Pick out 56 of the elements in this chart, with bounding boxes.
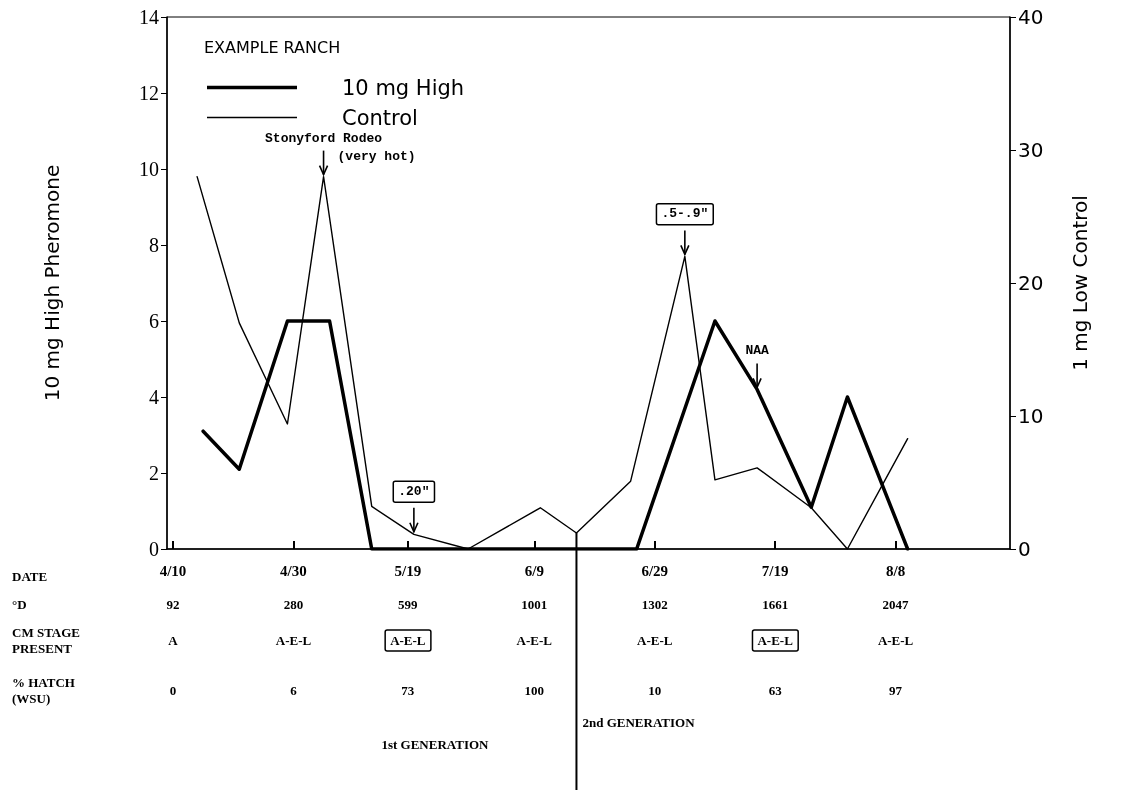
text: 97	[889, 682, 903, 698]
text: 1302	[641, 596, 668, 612]
ref-line-label: 2nd GENERATION	[582, 715, 696, 730]
text: 100	[524, 682, 545, 698]
x-tick-label: 6/9	[524, 562, 544, 579]
y-tick-label: 12	[139, 82, 159, 104]
x-tick-label: 7/19	[761, 562, 789, 579]
legend-label: 10 mg High	[342, 75, 465, 100]
text: 0	[169, 682, 177, 698]
y-tick-label: 6	[149, 310, 159, 332]
text: A-E-L	[637, 632, 673, 648]
annotation: NAA	[745, 343, 769, 359]
text: 6	[290, 682, 298, 698]
y-tick-label: 10	[139, 158, 159, 180]
y-tick-label: 14	[139, 6, 159, 28]
y2-tick-label: 0	[1018, 537, 1031, 561]
y2-tick-label: 10	[1018, 404, 1044, 428]
x-tick-label: 8/8	[886, 562, 906, 579]
annotation: Stonyford Rodeo (very hot)	[265, 131, 416, 165]
text: A-E-L	[390, 632, 426, 648]
text: 1661	[762, 596, 789, 612]
y-tick-label: 0	[149, 538, 159, 560]
y2-axis-title: 1 mg Low Control	[1068, 195, 1092, 371]
y-tick-label: 8	[149, 234, 159, 256]
y-tick-label: 2	[149, 462, 159, 484]
text: 92	[166, 596, 180, 612]
text: 73	[401, 682, 415, 698]
text: 599	[398, 596, 419, 612]
text: 63	[768, 682, 783, 698]
text: % HATCH (WSU)	[12, 674, 75, 706]
x-tick-label: 4/30	[280, 562, 307, 579]
y2-tick-label: 30	[1018, 138, 1044, 162]
x-tick-label: 5/19	[394, 562, 422, 579]
text: A-E-L	[757, 632, 794, 648]
legend-label: Control	[342, 105, 418, 130]
x-tick-label: 6/29	[641, 562, 669, 579]
text: 2047	[882, 596, 910, 612]
y2-tick-label: 40	[1018, 5, 1044, 29]
text: 280	[283, 596, 304, 612]
y-axis-title: 10 mg High Pheromone	[40, 164, 64, 402]
y2-tick-label: 20	[1018, 271, 1044, 295]
text: DATE	[12, 568, 48, 584]
text: A	[168, 632, 179, 648]
text: A-E-L	[516, 632, 553, 648]
text: 1st GENERATION	[381, 736, 490, 752]
x-tick-label: 4/10	[159, 562, 187, 579]
text: CM STAGE PRESENT	[12, 624, 81, 656]
text: 1001	[521, 596, 548, 612]
y-tick-label: 4	[149, 386, 159, 408]
text: °D	[12, 596, 27, 612]
text: A-E-L	[275, 632, 312, 648]
annotation: .5-.9"	[661, 206, 709, 222]
text: EXAMPLE RANCH	[204, 37, 341, 57]
text: A-E-L	[877, 632, 914, 648]
annotation: .20"	[398, 484, 430, 500]
text: 10	[648, 682, 662, 698]
